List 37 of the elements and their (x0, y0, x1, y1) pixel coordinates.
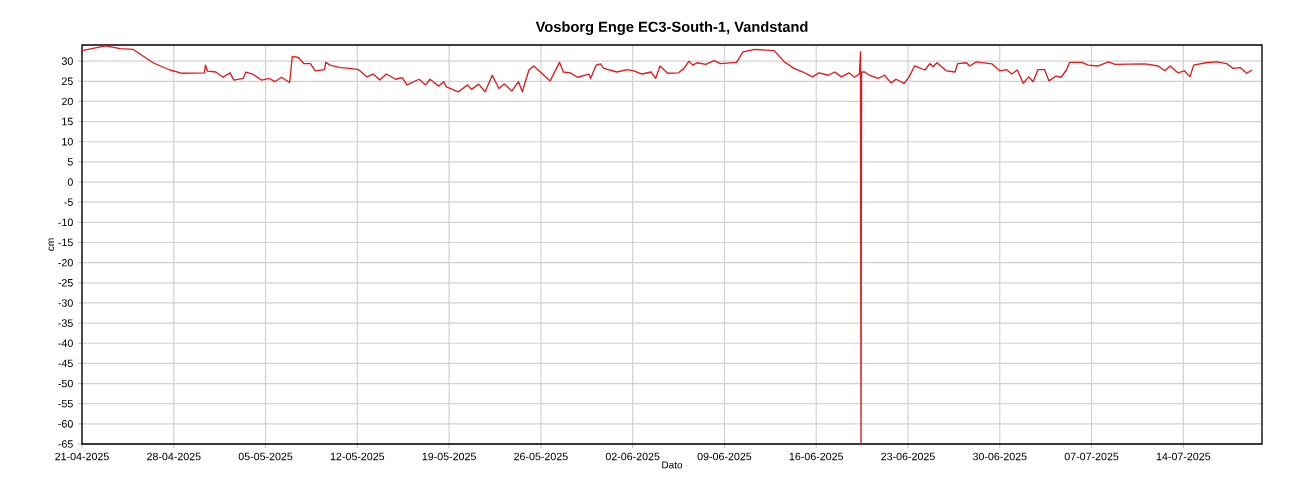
x-tick-label: 07-07-2025 (1064, 452, 1119, 461)
y-tick-label: 20 (61, 97, 73, 106)
x-tick-label: 16-06-2025 (789, 452, 844, 461)
x-tick-label: 23-06-2025 (881, 452, 935, 461)
y-tick-label: -40 (58, 339, 73, 348)
y-tick-label: 30 (61, 57, 73, 65)
y-tick-label: -35 (58, 319, 73, 327)
y-tick-label: -10 (58, 218, 73, 227)
x-tick-label: 02-06-2025 (605, 452, 660, 461)
x-tick-label: 12-05-2025 (330, 452, 385, 461)
y-tick-label: 15 (62, 117, 73, 126)
y-tick-label: -45 (58, 359, 73, 368)
y-tick-label: 25 (61, 77, 73, 86)
y-tick-label: -50 (58, 379, 73, 388)
x-tick-label: 09-06-2025 (697, 452, 752, 461)
y-axis-title: cm (48, 238, 55, 251)
x-tick-label: 28-04-2025 (147, 452, 201, 461)
y-tick-label: 5 (67, 158, 73, 166)
y-tick-label: 10 (62, 137, 73, 146)
y-tick-label: 0 (67, 178, 73, 186)
x-tick-label: 05-05-2025 (238, 452, 293, 461)
y-tick-label: -55 (58, 399, 73, 408)
y-tick-label: -60 (58, 420, 73, 428)
x-tick-label: 14-07-2025 (1156, 452, 1211, 461)
x-tick-label: 21-04-2025 (55, 452, 109, 461)
x-axis-title: Dato (662, 461, 683, 469)
y-tick-label: -30 (58, 299, 73, 307)
y-tick-label: -25 (58, 279, 73, 287)
y-tick-label: -15 (58, 238, 73, 247)
line-series (82, 45, 1253, 444)
chart-title: Vosborg Enge EC3-South-1, Vandstand (535, 21, 808, 35)
y-tick-label: -20 (58, 258, 73, 267)
y-tick-label: -65 (58, 440, 73, 448)
y-tick-label: -5 (64, 198, 73, 206)
x-tick-label: 19-05-2025 (422, 452, 476, 461)
x-tick-label: 26-05-2025 (514, 452, 568, 461)
x-tick-label: 30-06-2025 (972, 452, 1027, 461)
